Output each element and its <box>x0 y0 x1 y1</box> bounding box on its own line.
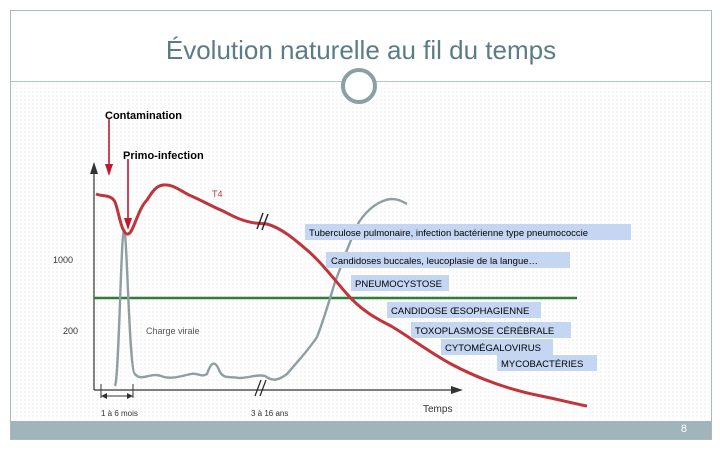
x-label-years: 3 à 16 ans <box>251 409 288 418</box>
t4-curve <box>95 183 588 408</box>
axis-break-mark-2 <box>259 379 267 397</box>
event-label-3: PNEUMOCYSTOSE <box>355 279 442 290</box>
interval-right-arrow-icon <box>127 393 133 399</box>
y-tick-1000: 1000 <box>53 255 73 265</box>
y-axis-arrow-icon <box>90 162 98 174</box>
event-box-3 <box>351 275 449 291</box>
primo-infection-label: Primo-infection <box>123 150 204 162</box>
event-label-6: CYTOMÉGALOVIRUS <box>445 343 541 354</box>
page-number: 8 <box>680 423 687 435</box>
slide: Évolution naturelle au fil du temps <box>10 10 712 440</box>
t4-break-mark-1 <box>256 212 264 230</box>
slide-title: Évolution naturelle au fil du temps <box>165 35 557 65</box>
contamination-arrow-head-icon <box>105 164 113 176</box>
t4-label: T4 <box>212 189 223 199</box>
ring-ornament-icon <box>341 68 377 104</box>
viral-load-label: Charge virale <box>146 326 200 336</box>
event-box-1 <box>305 224 631 240</box>
primo-infection-arrow-head-icon <box>124 218 132 230</box>
event-label-1: Tuberculose pulmonaire, infection bactér… <box>309 228 588 239</box>
event-box-4 <box>387 302 541 318</box>
axis-break-mark-1 <box>254 379 262 397</box>
event-box-2 <box>326 252 570 268</box>
slide-footer: 8 <box>11 421 711 439</box>
x-axis-title: Temps <box>423 404 452 415</box>
t4-break-mark-2 <box>261 213 269 231</box>
event-box-5 <box>411 322 571 338</box>
x-axis-arrow-icon <box>451 386 463 394</box>
chart-area: Contamination Primo-infection T4 1000 20… <box>53 110 631 418</box>
event-box-7 <box>497 355 597 371</box>
contamination-label: Contamination <box>105 110 182 122</box>
interval-left-arrow-icon <box>101 393 107 399</box>
event-box-6 <box>441 339 553 355</box>
x-label-months: 1 à 6 mois <box>101 409 138 418</box>
event-label-4: CANDIDOSE ŒSOPHAGIENNE <box>391 306 529 317</box>
event-label-2: Candidoses buccales, leucoplasie de la l… <box>331 256 538 267</box>
event-label-5: TOXOPLASMOSE CÉRÉBRALE <box>415 326 554 337</box>
viral-load-curve <box>113 197 408 387</box>
event-label-7: MYCOBACTÉRIES <box>501 359 583 370</box>
y-tick-200: 200 <box>63 326 78 336</box>
